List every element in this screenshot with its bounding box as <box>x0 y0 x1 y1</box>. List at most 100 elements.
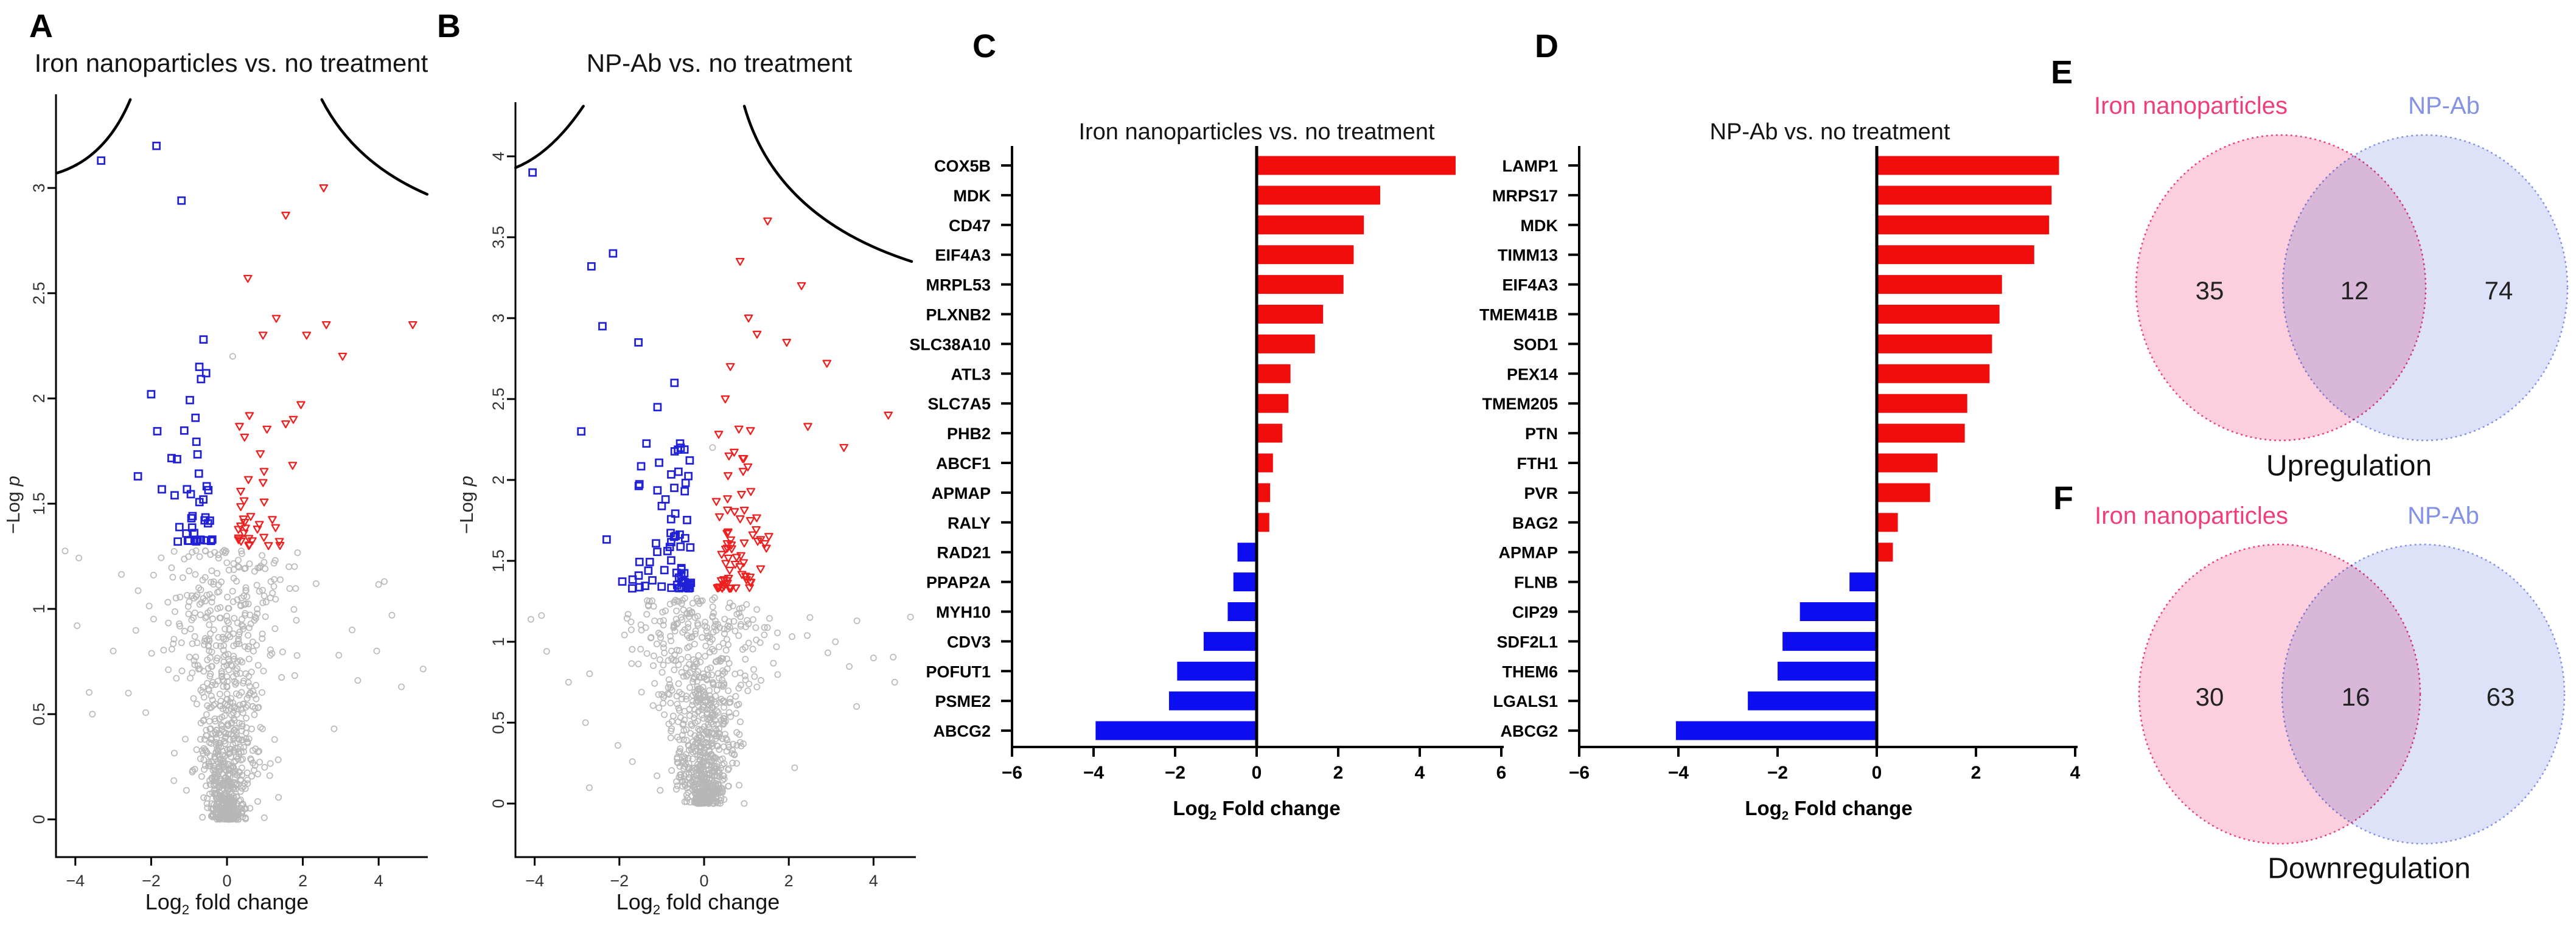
scatter-point-circle <box>679 597 686 604</box>
scatter-point-square <box>686 543 695 552</box>
bar-upregulated <box>1258 334 1315 353</box>
scatter-point-circle <box>737 718 744 726</box>
scatter-point-circle <box>228 711 235 718</box>
panel-d-xlabel-pre: Log <box>1745 797 1782 819</box>
scatter-point-circle <box>720 773 727 780</box>
scatter-point-circle <box>737 681 744 689</box>
scatter-point-triangle <box>752 514 761 523</box>
panel-d-title: NP-Ab vs. no treatment <box>1709 119 1950 145</box>
scatter-point-circle <box>191 766 198 773</box>
scatter-point-circle <box>230 653 237 660</box>
scatter-point-triangle <box>748 531 758 540</box>
scatter-point-circle <box>253 642 260 649</box>
scatter-point-triangle <box>760 540 770 548</box>
panel-letter-e: E <box>2051 54 2073 91</box>
scatter-point-circle <box>165 666 172 673</box>
x-tick-label: 2 <box>1333 763 1344 783</box>
bar-upregulated <box>1258 156 1456 175</box>
scatter-point-triangle <box>723 506 732 515</box>
scatter-point-circle <box>243 770 251 776</box>
scatter-point-circle <box>710 704 716 712</box>
scatter-point-circle <box>709 614 716 620</box>
scatter-point-circle <box>245 655 253 662</box>
gene-label: FTH1 <box>1517 454 1559 473</box>
scatter-point-circle <box>724 625 731 633</box>
scatter-point-circle <box>250 759 256 766</box>
scatter-point-circle <box>222 806 229 813</box>
scatter-point-square <box>634 482 643 490</box>
scatter-point-circle <box>741 672 749 679</box>
scatter-point-circle <box>279 648 286 656</box>
scatter-point-circle <box>268 650 276 657</box>
scatter-point-circle <box>692 748 699 755</box>
scatter-point-circle <box>637 621 644 628</box>
scatter-point-circle <box>206 654 214 661</box>
scatter-point-square <box>637 462 646 471</box>
scatter-point-circle <box>110 647 117 655</box>
significance-threshold-curve <box>514 105 585 169</box>
bar-downregulated <box>1799 602 1877 621</box>
scatter-point-circle <box>673 778 680 785</box>
scatter-point-square <box>186 490 195 499</box>
scatter-point-triangle <box>756 536 766 544</box>
scatter-point-triangle <box>732 554 741 562</box>
panel-d-xlabel-sub: 2 <box>1781 808 1789 823</box>
scatter-point-square <box>681 479 690 487</box>
scatter-point-circle <box>218 726 226 733</box>
scatter-point-circle <box>757 677 764 684</box>
gene-label: APMAP <box>1498 544 1558 562</box>
scatter-point-circle <box>208 812 215 819</box>
scatter-point-circle <box>742 623 749 630</box>
scatter-point-circle <box>716 746 723 753</box>
scatter-point-circle <box>702 619 709 626</box>
scatter-point-circle <box>242 670 250 677</box>
scatter-point-circle <box>686 643 693 650</box>
scatter-point-circle <box>628 660 635 667</box>
scatter-point-circle <box>680 765 687 772</box>
scatter-point-triangle <box>253 526 262 534</box>
bar-upregulated <box>1878 453 1938 473</box>
scatter-point-square <box>628 584 637 593</box>
scatter-point-circle <box>764 624 771 631</box>
scatter-point-circle <box>212 681 219 688</box>
scatter-point-square <box>675 530 684 539</box>
bar-downregulated <box>1748 691 1877 710</box>
scatter-point-circle <box>260 592 268 600</box>
scatter-point-circle <box>203 726 210 734</box>
x-tick-label: 0 <box>1872 763 1882 783</box>
scatter-point-circle <box>181 628 188 634</box>
scatter-point-circle <box>228 753 234 760</box>
y-tick-label: 0 <box>30 815 48 824</box>
scatter-point-circle <box>228 695 235 702</box>
scatter-point-circle <box>207 630 214 637</box>
scatter-point-circle <box>696 742 703 749</box>
scatter-point-circle <box>239 550 245 557</box>
scatter-point-circle <box>221 712 228 719</box>
scatter-point-triangle <box>723 472 733 481</box>
scatter-point-circle <box>677 771 685 778</box>
scatter-point-circle <box>697 767 705 774</box>
scatter-point-triangle <box>275 541 285 550</box>
scatter-point-circle <box>691 674 698 681</box>
scatter-point-circle <box>239 658 246 665</box>
scatter-point-circle <box>694 685 702 692</box>
bar-upregulated <box>1878 215 2050 235</box>
scatter-point-circle <box>688 722 696 729</box>
scatter-point-circle <box>891 679 898 686</box>
scatter-point-circle <box>89 710 96 718</box>
scatter-point-triangle <box>738 468 748 476</box>
bar-downregulated <box>1778 661 1877 681</box>
scatter-point-triangle <box>408 321 417 330</box>
scatter-point-triangle <box>724 585 734 593</box>
scatter-point-circle <box>259 725 266 732</box>
x-tick-label: −2 <box>610 872 629 890</box>
scatter-point-circle <box>239 736 246 743</box>
scatter-point-triangle <box>271 524 281 532</box>
scatter-point-circle <box>222 759 229 766</box>
scatter-point-triangle <box>745 516 755 526</box>
scatter-point-circle <box>696 753 703 760</box>
scatter-point-triangle <box>241 524 250 533</box>
panel-b-xlabel-sub: 2 <box>652 902 661 918</box>
scatter-point-circle <box>705 729 713 736</box>
